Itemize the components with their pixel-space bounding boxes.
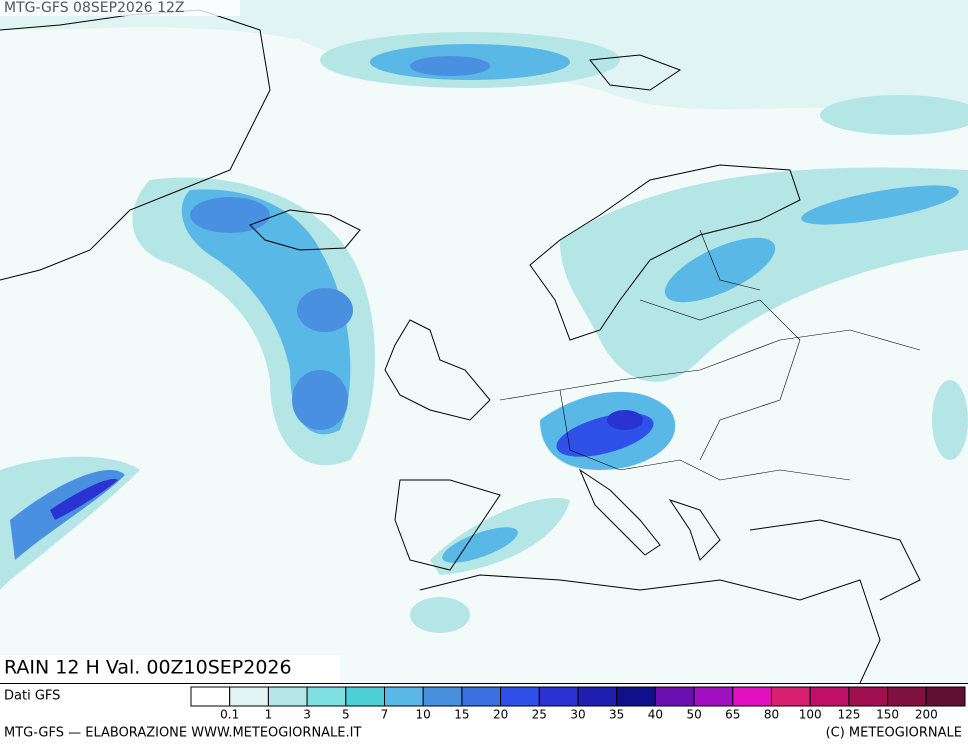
legend-swatch [500,686,540,707]
borders [499,229,921,481]
legend-label: 5 [342,708,350,722]
footer-right: (C) METEOGIORNALE [826,726,962,741]
legend-label: 125 [837,708,860,722]
legend-swatch [229,686,269,707]
legend-swatch [616,686,656,707]
legend-label: 35 [609,708,624,722]
legend-swatch [538,686,579,707]
legend-label: 200 [915,708,938,722]
legend-label: 10 [416,708,431,722]
legend-swatch [925,686,966,707]
legend-swatch [887,686,927,707]
legend-label: 15 [454,708,469,722]
legend-label: 100 [799,708,822,722]
legend-label: 30 [570,708,585,722]
legend-swatch [732,686,772,707]
legend-swatch [848,686,889,707]
legend-label: 65 [725,708,740,722]
legend-swatch [809,686,850,707]
legend-label: 1 [265,708,273,722]
legend-swatch [577,686,618,707]
legend-swatch [306,686,347,707]
legend-swatch [190,686,231,707]
legend-label: 50 [686,708,701,722]
legend-swatch [345,686,385,707]
map: RAIN 12 H Val. 00Z10SEP2026 MTG-GFS 08SE… [0,0,968,684]
legend-source: Dati GFS [4,689,60,704]
legend-label: 3 [303,708,311,722]
legend-swatch [693,686,734,707]
precipitation-field [0,0,968,633]
legend-label: 40 [648,708,663,722]
legend-swatch [384,686,424,707]
legend-label: 80 [764,708,779,722]
footer-left: MTG-GFS — ELABORAZIONE WWW.METEOGIORNALE… [4,726,361,741]
legend-label: 150 [876,708,899,722]
legend-swatch [267,686,308,707]
legend-swatch [422,686,463,707]
legend-label: 25 [532,708,547,722]
caption-background [0,655,340,683]
legend-label: 20 [493,708,508,722]
title-background [0,0,240,16]
legend: 0.1 1 3 5 7 10 15 20 25 30 35 40 50 65 80 100 125 150 200 [190,686,966,722]
map-caption: RAIN 12 H Val. 00Z10SEP2026 [4,657,292,679]
legend-label: 7 [381,708,389,722]
legend-swatch [461,686,502,707]
legend-label: 0.1 [220,708,239,722]
legend-swatch [771,686,811,707]
legend-swatch [654,686,695,707]
map-background [0,0,968,683]
header-title: MTG-GFS 08SEP2026 12Z [4,0,185,16]
